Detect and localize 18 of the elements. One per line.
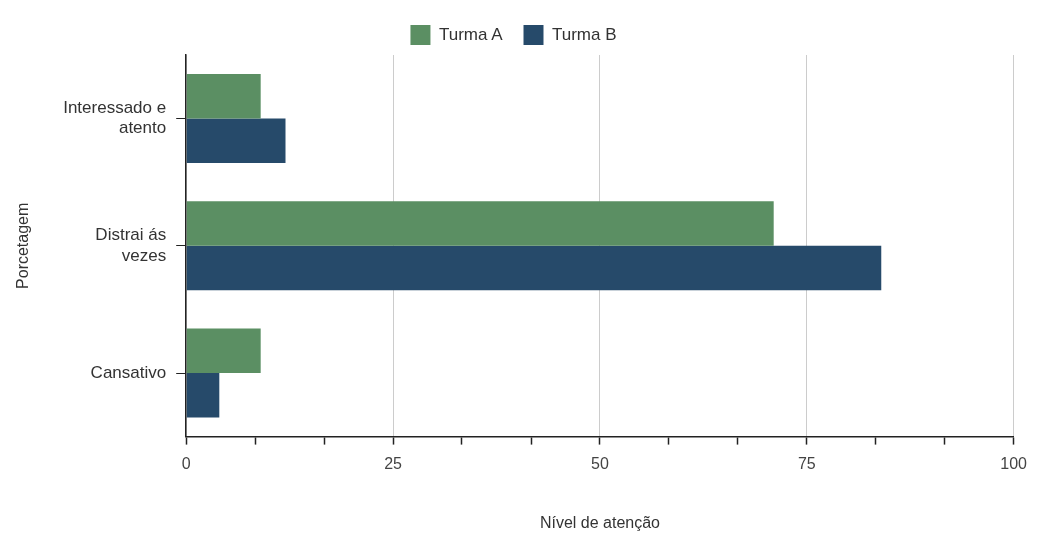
- y-tick-label: Interessado e atento: [63, 98, 167, 138]
- x-tick-label: 50: [591, 454, 609, 472]
- bar: [186, 373, 220, 418]
- x-tick-label: 0: [181, 454, 191, 472]
- legend-label: Turma A: [438, 24, 504, 44]
- bar: [186, 74, 261, 119]
- y-tick-label: Distrai ás vezes: [95, 225, 167, 265]
- bar: [186, 328, 261, 373]
- bar: [186, 245, 882, 291]
- bar: [186, 118, 286, 164]
- y-axis-title: Porcetagem: [14, 202, 32, 289]
- y-tick-label: Cansativo: [90, 362, 167, 382]
- x-axis-title: Nível de atenção: [539, 513, 661, 531]
- legend-label: Turma B: [552, 24, 617, 44]
- x-tick-label: 25: [384, 454, 403, 472]
- x-tick-label: 100: [1000, 454, 1028, 472]
- x-tick-label: 75: [797, 454, 816, 472]
- bar: [186, 201, 774, 246]
